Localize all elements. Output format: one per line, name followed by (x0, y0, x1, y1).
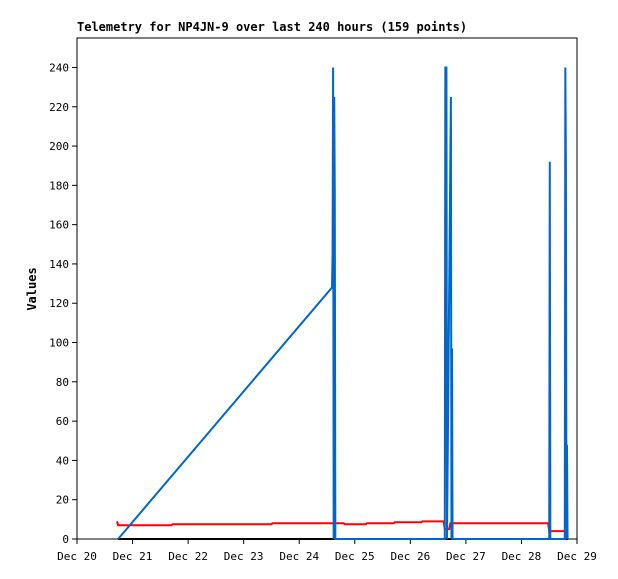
x-tick-label: Dec 28 (502, 550, 542, 563)
y-tick-label: 220 (49, 101, 69, 114)
y-tick-label: 0 (62, 533, 69, 546)
y-tick-label: 160 (49, 219, 69, 232)
y-tick-label: 140 (49, 258, 69, 271)
y-tick-label: 20 (56, 494, 69, 507)
chart-title: Telemetry for NP4JN-9 over last 240 hour… (77, 20, 467, 34)
x-tick-label: Dec 22 (168, 550, 208, 563)
x-tick-label: Dec 29 (557, 550, 597, 563)
x-tick-label: Dec 27 (446, 550, 486, 563)
y-tick-label: 100 (49, 337, 69, 350)
series-line (117, 66, 569, 540)
y-tick-label: 240 (49, 61, 69, 74)
x-tick-label: Dec 23 (224, 550, 264, 563)
y-axis-label: Values (25, 267, 39, 310)
y-tick-label: 80 (56, 376, 69, 389)
series-line (116, 520, 567, 533)
y-tick-label: 180 (49, 179, 69, 192)
plot-area (76, 37, 578, 540)
y-tick-label: 60 (56, 415, 69, 428)
y-tick-label: 200 (49, 140, 69, 153)
y-tick-label: 120 (49, 297, 69, 310)
y-tick-label: 40 (56, 454, 69, 467)
x-tick-label: Dec 25 (335, 550, 375, 563)
x-tick-label: Dec 20 (57, 550, 97, 563)
x-tick-label: Dec 24 (279, 550, 319, 563)
x-tick-label: Dec 21 (113, 550, 153, 563)
x-tick-label: Dec 26 (390, 550, 430, 563)
